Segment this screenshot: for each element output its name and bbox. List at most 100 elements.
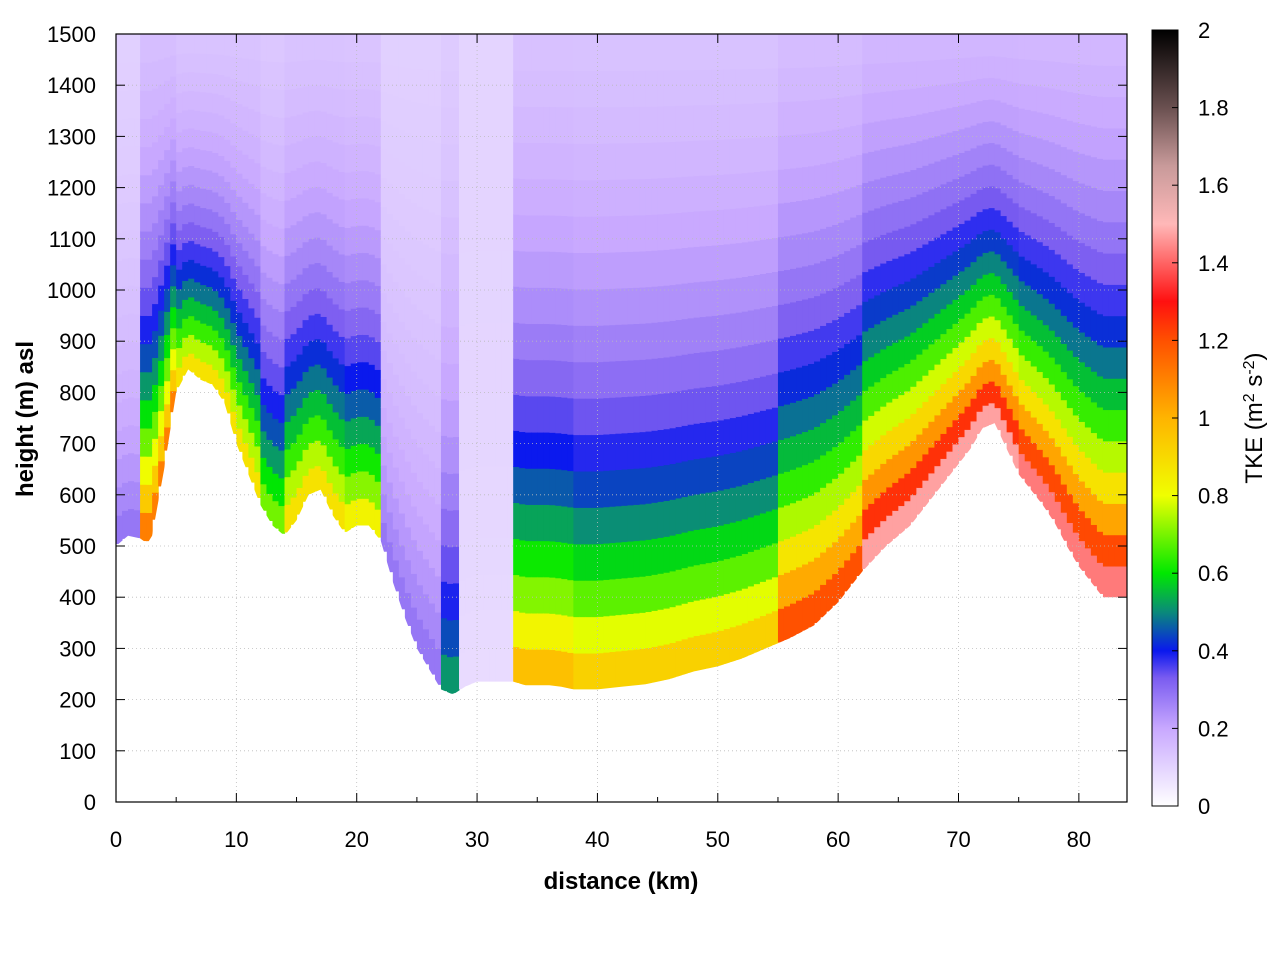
field-cell — [531, 287, 538, 325]
field-cell — [687, 282, 695, 319]
field-cell — [428, 389, 436, 426]
field-cell — [1042, 324, 1050, 352]
field-cell — [952, 82, 960, 107]
field-cell — [501, 321, 508, 359]
field-cell — [1024, 109, 1032, 136]
field-cell — [230, 100, 237, 124]
field-cell — [892, 398, 899, 427]
field-cell — [880, 434, 887, 464]
field-cell — [663, 213, 671, 250]
field-cell — [501, 141, 508, 179]
field-cell — [531, 540, 538, 578]
field-cell — [398, 449, 406, 482]
field-cell — [832, 510, 839, 543]
field-cell — [254, 394, 262, 421]
field-cell — [122, 146, 129, 175]
field-cell — [681, 318, 689, 355]
field-cell — [122, 482, 129, 511]
field-cell — [368, 89, 376, 118]
field-cell — [122, 342, 129, 371]
field-cell — [982, 34, 990, 57]
field-cell — [669, 570, 677, 608]
field-cell — [693, 317, 701, 353]
field-cell — [477, 501, 484, 539]
field-cell — [904, 88, 911, 117]
field-cell — [224, 139, 231, 161]
field-cell — [338, 143, 346, 173]
field-cell — [1042, 192, 1050, 220]
field-cell — [886, 430, 893, 460]
field-cell — [537, 576, 544, 614]
field-cell — [802, 398, 809, 433]
field-cell — [422, 243, 430, 280]
field-cell — [176, 327, 183, 349]
field-cell — [645, 539, 653, 576]
field-cell — [940, 108, 948, 135]
field-cell — [561, 34, 568, 71]
field-cell — [904, 226, 911, 255]
field-cell — [1036, 137, 1044, 165]
field-cell — [814, 459, 821, 493]
field-cell — [669, 141, 677, 178]
field-cell — [1048, 195, 1056, 224]
field-cell — [898, 450, 905, 479]
field-cell — [152, 438, 159, 466]
field-cell — [850, 247, 857, 279]
field-cell — [320, 470, 328, 497]
field-cell — [964, 220, 972, 244]
field-cell — [278, 422, 286, 451]
field-cell — [471, 70, 478, 107]
field-cell — [507, 69, 514, 107]
field-cell — [1036, 111, 1044, 139]
field-cell — [1042, 430, 1050, 458]
field-cell — [753, 274, 761, 310]
field-cell — [332, 465, 340, 494]
field-cell — [495, 141, 502, 179]
field-cell — [838, 316, 845, 349]
field-cell — [892, 370, 899, 399]
field-cell — [212, 349, 219, 371]
field-cell — [146, 512, 153, 542]
field-cell — [489, 429, 496, 467]
field-cell — [681, 460, 689, 498]
field-cell — [567, 70, 574, 108]
field-cell — [904, 34, 911, 63]
field-cell — [140, 230, 147, 260]
field-cell — [1072, 63, 1080, 94]
field-cell — [224, 97, 231, 119]
field-cell — [489, 537, 496, 575]
field-cell — [230, 344, 237, 368]
field-cell — [224, 118, 231, 140]
y-tick-label: 1500 — [47, 22, 96, 47]
field-cell — [561, 179, 568, 217]
field-cell — [164, 149, 171, 174]
field-cell — [344, 255, 352, 284]
field-cell — [856, 425, 863, 456]
field-cell — [272, 390, 280, 419]
field-cell — [802, 298, 809, 333]
field-cell — [296, 487, 304, 515]
field-cell — [916, 300, 923, 328]
field-cell — [687, 388, 695, 425]
field-cell — [140, 146, 147, 176]
field-cell — [410, 135, 418, 170]
field-cell — [296, 194, 304, 222]
field-cell — [446, 436, 454, 475]
field-cell — [248, 108, 256, 135]
field-cell — [844, 374, 851, 406]
field-cell — [440, 289, 448, 327]
field-cell — [603, 252, 611, 290]
field-cell — [122, 370, 129, 399]
field-cell — [1096, 437, 1104, 470]
field-cell — [266, 169, 274, 197]
field-cell — [916, 194, 923, 222]
field-cell — [416, 619, 424, 655]
field-cell — [675, 569, 683, 606]
field-cell — [904, 308, 911, 337]
field-cell — [537, 431, 544, 469]
field-cell — [1042, 483, 1050, 511]
field-cell — [802, 497, 809, 532]
field-cell — [609, 360, 617, 398]
field-cell — [272, 171, 280, 200]
field-cell — [446, 253, 454, 291]
